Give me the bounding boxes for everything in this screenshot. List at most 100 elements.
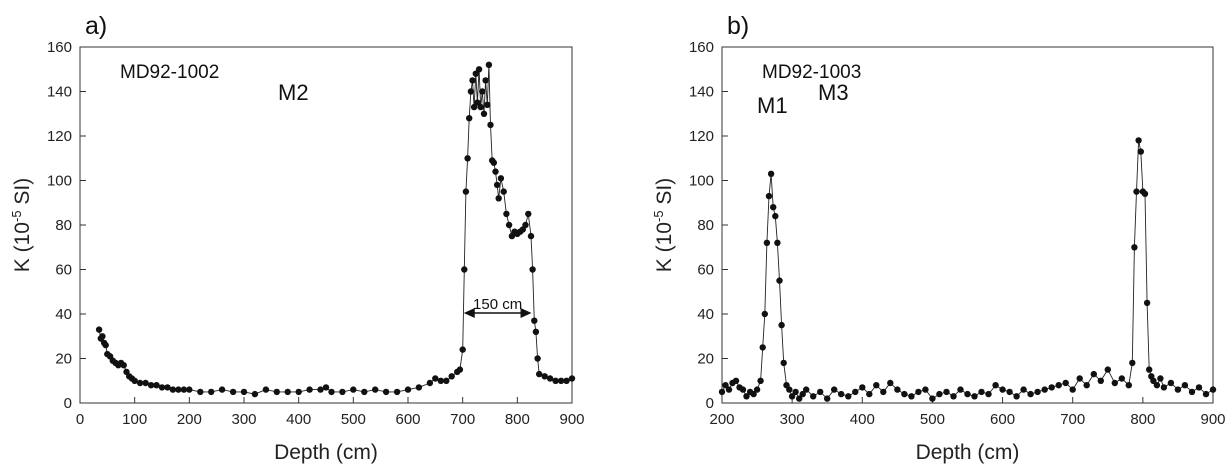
- x-tick-label: 500: [920, 411, 945, 428]
- data-point: [273, 388, 280, 396]
- data-point: [799, 390, 806, 398]
- data-point: [382, 388, 390, 396]
- data-point: [761, 310, 768, 318]
- data-point: [456, 366, 464, 373]
- data-point: [732, 377, 740, 384]
- core-label: MD92-1003: [762, 62, 861, 83]
- data-point: [1157, 375, 1164, 382]
- data-point: [873, 382, 880, 389]
- data-point: [776, 277, 783, 284]
- data-point: [964, 390, 971, 398]
- data-point: [1202, 390, 1210, 398]
- data-point: [999, 386, 1006, 393]
- data-point: [527, 232, 535, 240]
- data-point: [240, 388, 248, 396]
- data-point: [957, 386, 964, 393]
- plot-frame: [79, 46, 573, 404]
- data-point: [485, 61, 493, 68]
- data-point: [525, 210, 532, 218]
- data-point: [472, 70, 479, 77]
- x-tick-label: 400: [850, 411, 875, 428]
- x-tick-label: 300: [780, 411, 805, 428]
- data-point: [1195, 384, 1203, 391]
- y-axis-label: K (10-5 SI): [651, 178, 676, 272]
- data-point: [328, 388, 335, 396]
- x-tick-label: 400: [286, 411, 311, 428]
- y-axis-label: K (10-5 SI): [9, 178, 34, 272]
- data-point: [557, 377, 565, 384]
- x-tick-label: 200: [709, 411, 734, 428]
- data-point: [1181, 382, 1189, 389]
- data-point: [208, 388, 215, 396]
- y-tick-label: 40: [697, 306, 714, 323]
- data-point: [229, 388, 237, 396]
- y-tick-label: 160: [689, 39, 714, 56]
- data-point: [475, 66, 483, 73]
- data-point: [505, 221, 513, 229]
- data-point: [393, 388, 401, 396]
- data-point: [306, 386, 313, 393]
- data-point: [164, 384, 171, 391]
- arrow-head-left: [463, 308, 475, 318]
- data-point: [1076, 375, 1083, 382]
- data-point: [750, 390, 757, 398]
- data-point: [437, 377, 444, 384]
- x-tick-label: 600: [990, 411, 1015, 428]
- y-tick-label: 120: [47, 128, 72, 145]
- data-point: [718, 388, 726, 396]
- data-point: [350, 386, 357, 393]
- data-point: [503, 210, 510, 218]
- data-point: [459, 346, 466, 353]
- data-point: [1090, 370, 1098, 378]
- y-tick-label: 80: [697, 217, 714, 234]
- data-point: [1133, 188, 1140, 195]
- y-tick-label: 40: [55, 306, 72, 323]
- data-point: [415, 384, 423, 391]
- data-point: [1062, 379, 1069, 387]
- data-point: [142, 379, 149, 387]
- data-point: [845, 393, 852, 400]
- data-point: [136, 379, 144, 387]
- data-point: [541, 373, 548, 380]
- data-point: [1188, 388, 1196, 396]
- data-point: [197, 388, 204, 396]
- data-point: [432, 375, 439, 382]
- data-point: [894, 386, 901, 393]
- data-point: [796, 395, 803, 402]
- x-tick-label: 600: [395, 411, 420, 428]
- data-point: [922, 386, 929, 393]
- data-point: [448, 373, 455, 380]
- data-point: [480, 110, 488, 118]
- data-point: [759, 344, 766, 351]
- x-tick-label: 500: [341, 411, 366, 428]
- data-point: [536, 370, 543, 378]
- core-label: MD92-1002: [120, 62, 219, 83]
- data-point: [477, 103, 484, 111]
- data-point: [757, 377, 764, 384]
- data-point: [500, 188, 507, 195]
- x-tick-label: 300: [231, 411, 256, 428]
- panel-label: a): [85, 12, 107, 40]
- data-point: [529, 266, 536, 273]
- data-point: [1209, 386, 1217, 393]
- data-point: [1131, 244, 1138, 251]
- data-point: [772, 212, 779, 220]
- y-tick-label: 100: [689, 173, 714, 190]
- data-point: [120, 362, 127, 369]
- data-point: [838, 390, 845, 398]
- data-point: [1118, 375, 1126, 382]
- data-point: [725, 386, 733, 393]
- data-point: [262, 386, 270, 393]
- data-point: [780, 359, 787, 367]
- data-point: [985, 390, 992, 398]
- data-point: [915, 388, 922, 396]
- data-point: [778, 321, 785, 329]
- data-point: [147, 382, 155, 389]
- data-point: [552, 377, 559, 384]
- annotation-label: M2: [278, 80, 309, 105]
- data-point: [493, 181, 501, 189]
- data-point: [490, 159, 497, 166]
- data-point: [469, 77, 476, 84]
